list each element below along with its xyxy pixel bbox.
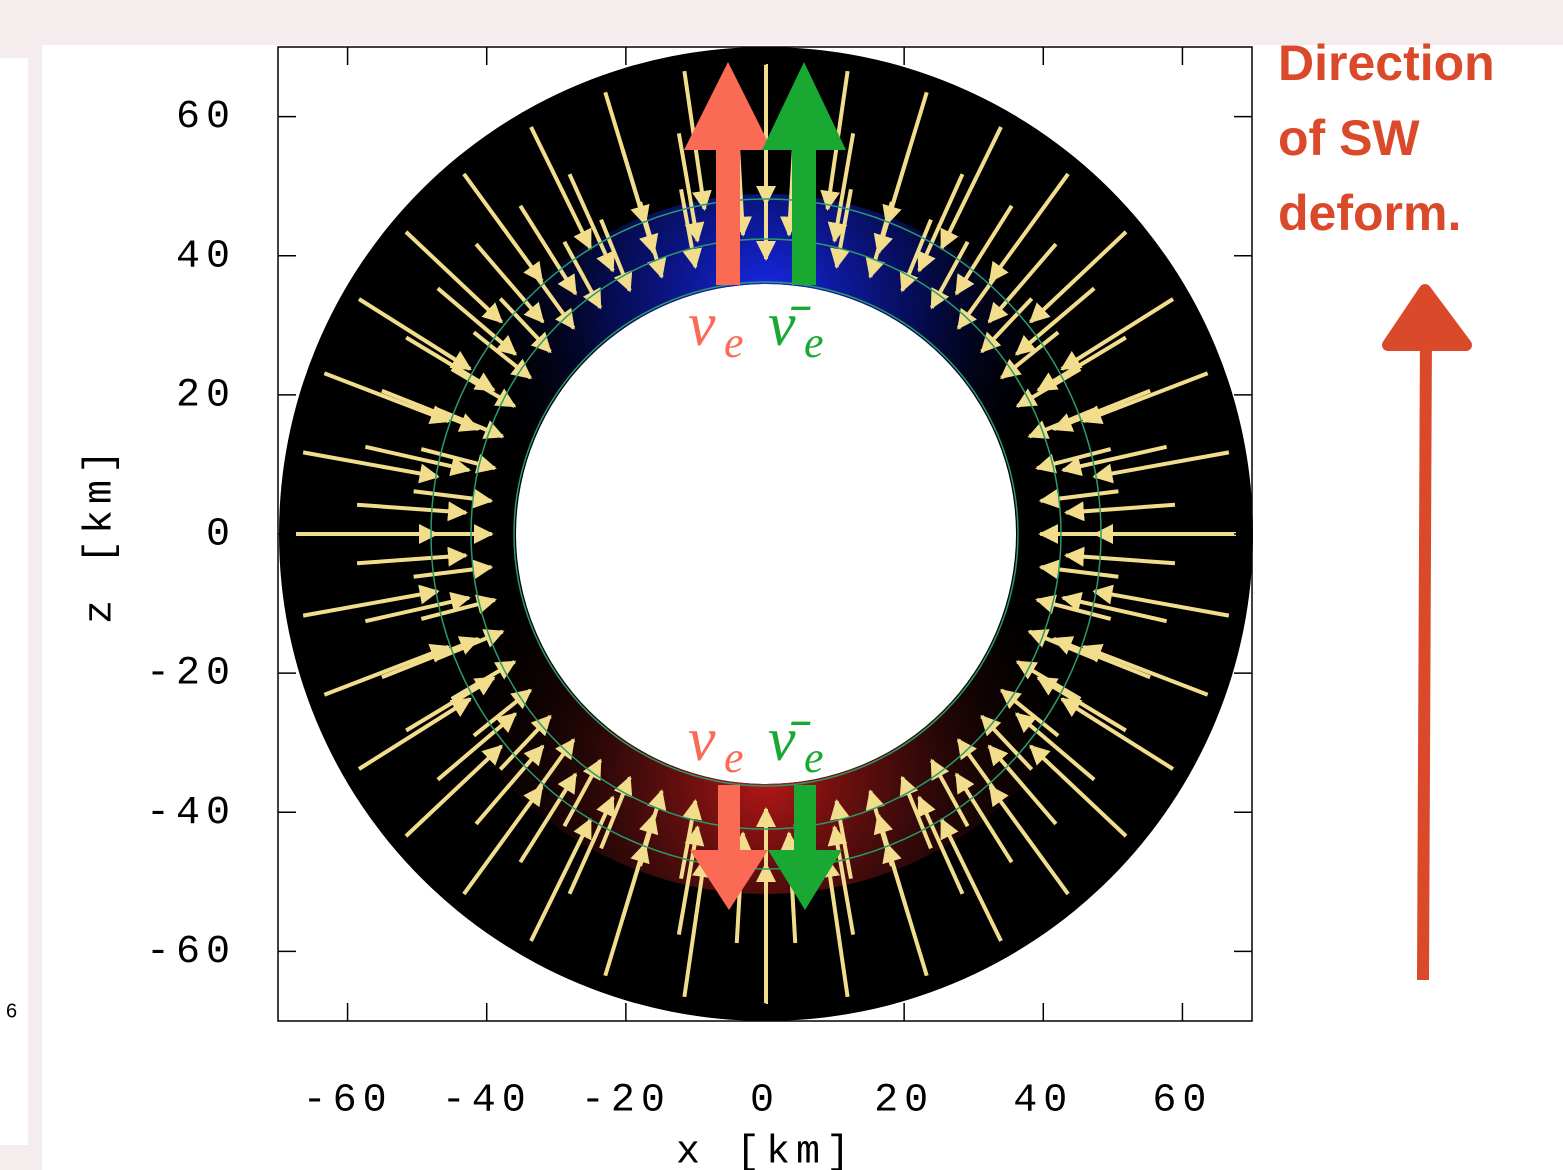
page-number: 6 [6,1000,17,1022]
page: 6 νeν̄e νeν̄e Direction of SW deform. x … [0,0,1563,1170]
neutrino-subscript: e [724,318,744,367]
y-tick-label: -40 [146,791,236,836]
neutrino-subscript: e [804,733,824,782]
side-panel [0,58,28,1145]
x-tick-label: -20 [581,1079,671,1124]
y-tick-label: 60 [176,95,236,140]
x-tick-label: -60 [303,1079,393,1124]
annotation-line: Direction [1278,35,1495,91]
x-tick-label: 60 [1152,1079,1212,1124]
neutrino-symbol: ν [688,706,716,774]
neutrino-subscript: e [724,733,744,782]
x-axis-label: x [km] [676,1131,856,1170]
x-tick-label: -40 [442,1079,532,1124]
neutrino-subscript: e [804,318,824,367]
y-tick-label: -60 [146,930,236,975]
x-tick-label: 20 [874,1079,934,1124]
figure: 6 νeν̄e νeν̄e Direction of SW deform. x … [0,0,1563,1170]
y-axis-label: z [km] [79,444,124,624]
y-tick-label: 20 [176,373,236,418]
neutrino-symbol: ν [688,291,716,359]
x-tick-label: 0 [750,1079,780,1124]
annotation-line: of SW [1278,110,1420,166]
y-tick-label: -20 [146,652,236,697]
y-tick-label: 0 [206,513,236,558]
y-tick-label: 40 [176,234,236,279]
annotation-line: deform. [1278,185,1461,241]
x-tick-label: 40 [1013,1079,1073,1124]
